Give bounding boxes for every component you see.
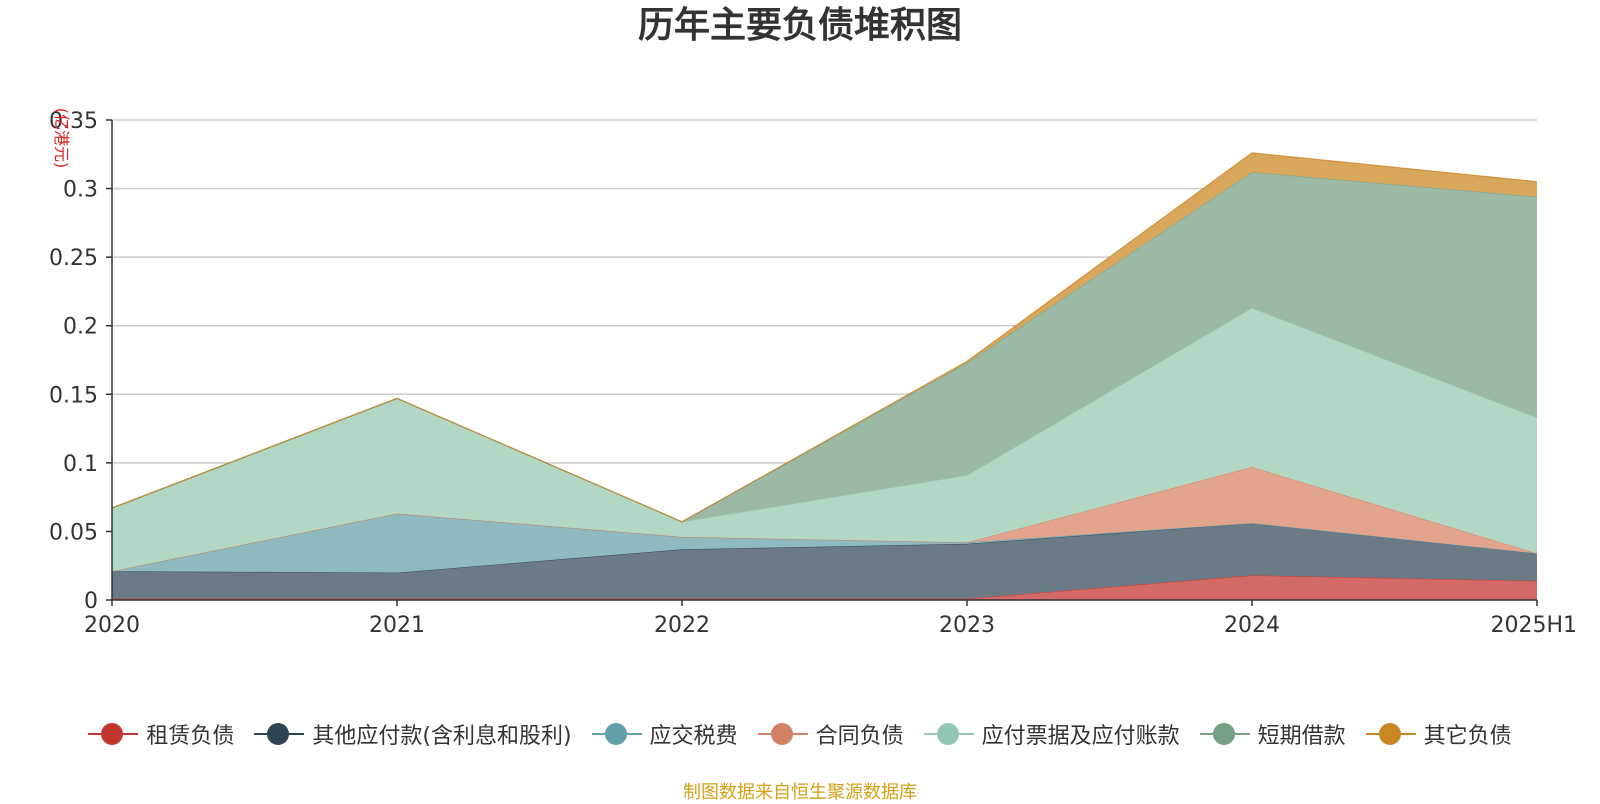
legend-item[interactable]: 短期借款 xyxy=(1199,718,1346,750)
y-tick-label: 0.1 xyxy=(63,452,98,477)
x-tick-label: 2024 xyxy=(1224,613,1280,638)
legend-item[interactable]: 应交税费 xyxy=(591,718,738,750)
x-tick-label: 2023 xyxy=(939,613,995,638)
legend-item[interactable]: 其他应付款(含利息和股利) xyxy=(254,718,572,750)
x-tick-label: 2021 xyxy=(369,613,425,638)
area-series-6 xyxy=(112,172,1537,522)
y-tick-label: 0.3 xyxy=(63,178,98,203)
y-tick-label: 0 xyxy=(84,589,98,614)
chart-legend: 租赁负债 其他应付款(含利息和股利) 应交税费 合同负债 应付票据及应付账款 短期借款 其它… xyxy=(0,718,1600,750)
legend-marker-icon xyxy=(1199,722,1250,746)
y-tick-label: 0.2 xyxy=(63,315,98,340)
legend-label: 合同负债 xyxy=(815,724,904,749)
legend-label: 租赁负债 xyxy=(146,724,235,749)
legend-marker-icon xyxy=(88,722,139,746)
area-series-5 xyxy=(112,307,1537,572)
legend-marker-icon xyxy=(254,722,305,746)
y-tick-label: 0.35 xyxy=(49,109,98,134)
legend-item[interactable]: 应付票据及应付账款 xyxy=(923,718,1180,750)
legend-label: 应交税费 xyxy=(649,724,738,749)
y-tick-label: 0.05 xyxy=(49,520,98,545)
legend-item[interactable]: 合同负债 xyxy=(757,718,904,750)
area-series-2 xyxy=(112,523,1537,599)
data-source-note: 制图数据来自恒生聚源数据库 xyxy=(683,782,917,803)
chart-title: 历年主要负债堆积图 xyxy=(637,5,962,46)
y-tick-label: 0.25 xyxy=(49,246,98,271)
axes: 0 0.05 0.1 0.15 0.2 0.25 0.3 0.35 2020 2021 2022 20… xyxy=(49,109,1577,638)
legend-item[interactable]: 租赁负债 xyxy=(88,718,234,750)
y-tick-label: 0.15 xyxy=(49,383,98,408)
x-tick-label: 2022 xyxy=(654,613,710,638)
x-tick-label: 2020 xyxy=(84,613,140,638)
legend-label: 应付票据及应付账款 xyxy=(981,724,1180,749)
series-areas xyxy=(111,152,1538,600)
stacked-area-chart: 0 0.05 0.1 0.15 0.2 0.25 0.3 0.35 2020 2021 2022 20… xyxy=(49,108,1577,638)
x-tick-label: 2025H1 xyxy=(1490,613,1577,638)
legend-label: 其他应付款(含利息和股利) xyxy=(312,724,572,749)
legend-marker-icon xyxy=(923,722,974,746)
y-axis-unit-label: (亿港元) xyxy=(52,108,71,169)
legend-marker-icon xyxy=(1365,722,1416,746)
legend-marker-icon xyxy=(591,722,642,746)
legend-item[interactable]: 其它负债 xyxy=(1365,718,1512,750)
legend-label: 其它负债 xyxy=(1423,724,1512,749)
line-series-7 xyxy=(111,152,1538,523)
area-series-4 xyxy=(112,467,1537,572)
legend-label: 短期借款 xyxy=(1257,724,1346,749)
legend-marker-icon xyxy=(757,722,808,746)
